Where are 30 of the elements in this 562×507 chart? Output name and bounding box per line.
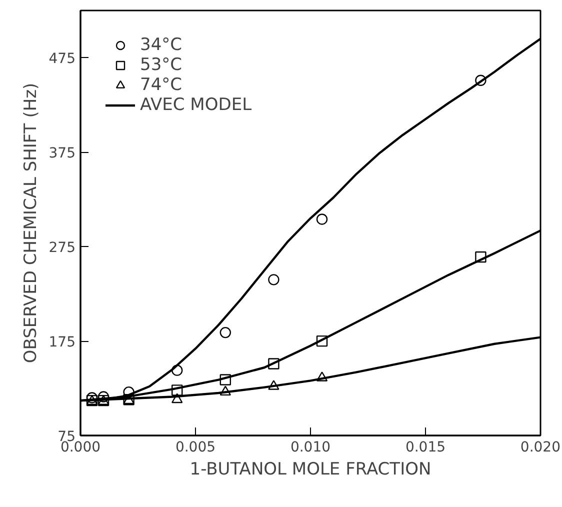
point (86, 392, 98, 404)
point (172, 384, 183, 396)
point (98, 391, 110, 402)
point (475, 251, 486, 263)
point (220, 326, 231, 338)
x-tick-label: 0.005 (175, 440, 216, 456)
y-axis-title: OBSERVED CHEMICAL SHIFT (Hz) (20, 82, 41, 364)
x-axis-title: 1-BUTANOL MOLE FRACTION (190, 460, 432, 480)
y-tick-label: 175 (48, 334, 76, 351)
y-tick-label: 275 (48, 240, 76, 256)
legend-label: 53°C (140, 55, 182, 75)
point (220, 386, 231, 396)
x-tick-label: 0.020 (520, 440, 561, 456)
point (316, 335, 328, 347)
point (268, 274, 280, 286)
point (268, 380, 280, 390)
point (220, 374, 231, 386)
point (316, 214, 328, 225)
point (475, 74, 486, 86)
point (316, 372, 328, 382)
legend-label: AVEC MODEL (140, 95, 252, 115)
y-tick-label: 375 (48, 146, 76, 162)
y-tick-label: 475 (48, 51, 76, 68)
legend-label: 74°C (140, 75, 182, 95)
point (268, 358, 280, 370)
point (172, 393, 183, 404)
x-tick-label: 0.010 (290, 440, 331, 456)
x-tick-label: 0.015 (405, 440, 446, 456)
point (172, 364, 183, 376)
legend-label: 34°C (140, 35, 182, 55)
